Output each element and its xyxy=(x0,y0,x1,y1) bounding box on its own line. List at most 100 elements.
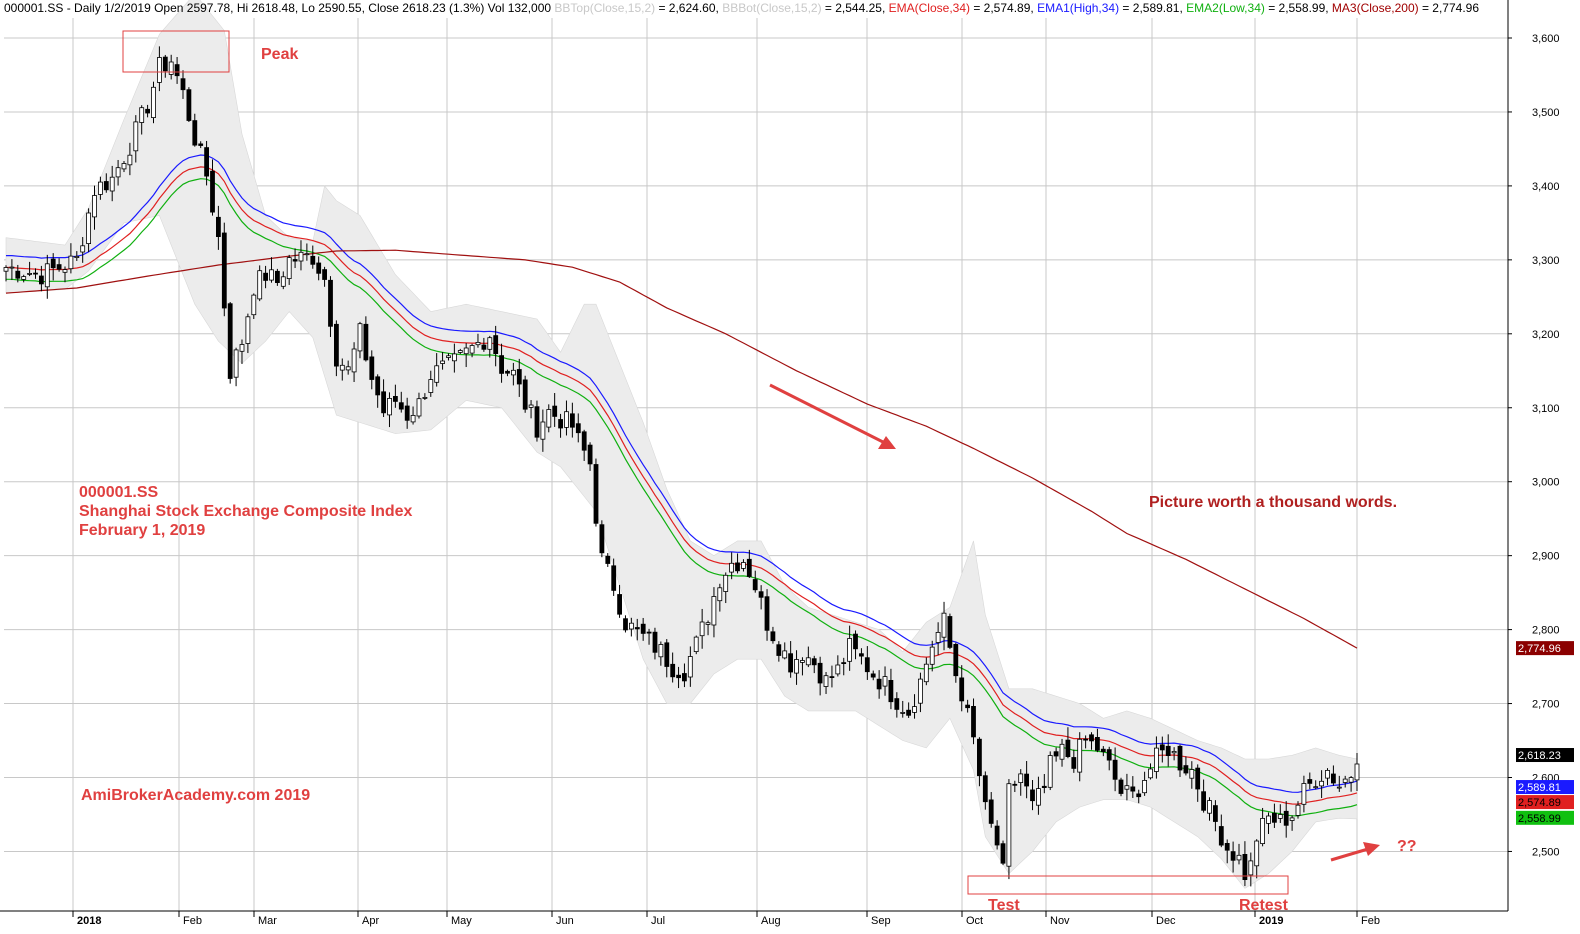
candle-down xyxy=(870,673,876,678)
candle-up xyxy=(451,353,457,362)
candle-down xyxy=(1112,759,1118,780)
candle-up xyxy=(1254,840,1260,867)
candle-down xyxy=(1118,779,1124,794)
peak-label: Peak xyxy=(261,46,298,63)
ema-high-line xyxy=(6,154,1358,793)
candle-down xyxy=(1159,744,1165,751)
candle-up xyxy=(1124,785,1130,790)
candle-up xyxy=(257,270,263,300)
value-badge-ema_high xyxy=(1516,780,1574,795)
candle-up xyxy=(139,107,145,123)
candle-down xyxy=(1053,751,1059,757)
candle-down xyxy=(581,431,587,451)
x-tick-label: Mar xyxy=(258,915,277,927)
candle-down xyxy=(516,369,522,385)
y-tick-label: 3,000 xyxy=(1532,477,1560,489)
candle-down xyxy=(634,627,640,630)
candle-up xyxy=(1325,770,1330,779)
x-tick-label: Oct xyxy=(966,915,983,927)
x-tick-label: 2019 xyxy=(1259,915,1283,927)
candle-down xyxy=(174,64,180,77)
peak-box xyxy=(122,30,230,73)
candle-down xyxy=(894,698,900,710)
candle-up xyxy=(434,365,440,383)
candle-down xyxy=(1201,791,1206,811)
candle-down xyxy=(888,680,894,703)
value-badge-text-ema_high: 2,589.81 xyxy=(1518,782,1561,794)
candle-up xyxy=(1142,780,1147,794)
candle-up xyxy=(1077,738,1083,773)
header-segment: MA3(Close,200) xyxy=(1332,1,1419,15)
candle-down xyxy=(1130,786,1136,792)
candle-down xyxy=(977,738,982,777)
candle-down xyxy=(392,395,398,402)
candle-up xyxy=(457,350,463,353)
candle-down xyxy=(859,653,864,657)
candle-up xyxy=(794,659,799,674)
candle-up xyxy=(564,411,569,428)
candle-down xyxy=(1272,812,1277,823)
candle-down xyxy=(310,255,316,265)
header-segment: EMA2(Low,34) xyxy=(1186,1,1265,15)
candle-down xyxy=(1071,757,1077,769)
candle-up xyxy=(62,269,68,273)
candle-down xyxy=(1307,779,1313,784)
candle-down xyxy=(1041,785,1047,788)
candle-up xyxy=(251,294,257,316)
candle-down xyxy=(1106,749,1112,761)
candle-up xyxy=(469,345,475,354)
candle-up xyxy=(1036,788,1041,806)
candle-down xyxy=(1218,826,1224,846)
candle-up xyxy=(687,656,693,678)
candle-up xyxy=(800,660,805,663)
candle-down xyxy=(198,143,204,146)
candle-up xyxy=(1248,860,1254,876)
candle-up xyxy=(935,632,941,643)
candle-up xyxy=(847,638,852,662)
x-tick-label: Sep xyxy=(871,915,891,927)
candle-down xyxy=(587,444,593,465)
support-box xyxy=(967,875,1289,895)
candle-down xyxy=(1213,805,1218,822)
candle-down xyxy=(682,673,687,682)
candle-up xyxy=(741,562,746,569)
candle-up xyxy=(463,347,469,355)
candle-down xyxy=(404,405,410,421)
candle-down xyxy=(221,232,227,309)
candle-up xyxy=(428,379,434,393)
candle-up xyxy=(699,621,705,637)
candle-up xyxy=(487,337,493,350)
candle-up xyxy=(98,181,103,195)
candle-up xyxy=(133,121,139,152)
candle-up xyxy=(1319,780,1324,787)
candle-up xyxy=(705,622,711,625)
candle-down xyxy=(841,662,847,664)
candle-up xyxy=(68,255,74,270)
candle-down xyxy=(817,662,823,684)
candle-up xyxy=(475,341,481,346)
candle-down xyxy=(186,89,192,121)
candle-down xyxy=(1136,793,1142,798)
y-tick-label: 3,100 xyxy=(1532,403,1560,415)
candle-down xyxy=(1024,773,1029,787)
candle-up xyxy=(941,612,947,638)
candle-down xyxy=(227,303,233,379)
candle-up xyxy=(1047,755,1053,788)
candle-down xyxy=(534,406,540,438)
bollinger-band xyxy=(5,0,1358,889)
candle-down xyxy=(1331,773,1336,784)
candle-down xyxy=(776,644,782,656)
candle-down xyxy=(676,674,681,679)
candle-down xyxy=(192,120,198,146)
candle-down xyxy=(953,644,959,677)
candle-down xyxy=(988,799,994,824)
candle-down xyxy=(363,323,369,361)
candle-up xyxy=(929,646,935,665)
candle-up xyxy=(357,323,363,352)
candles xyxy=(3,46,1360,887)
candle-up xyxy=(882,676,888,687)
candle-up xyxy=(298,251,304,262)
header-segment: = 2,774.96 xyxy=(1419,1,1480,15)
candle-up xyxy=(1313,786,1319,789)
